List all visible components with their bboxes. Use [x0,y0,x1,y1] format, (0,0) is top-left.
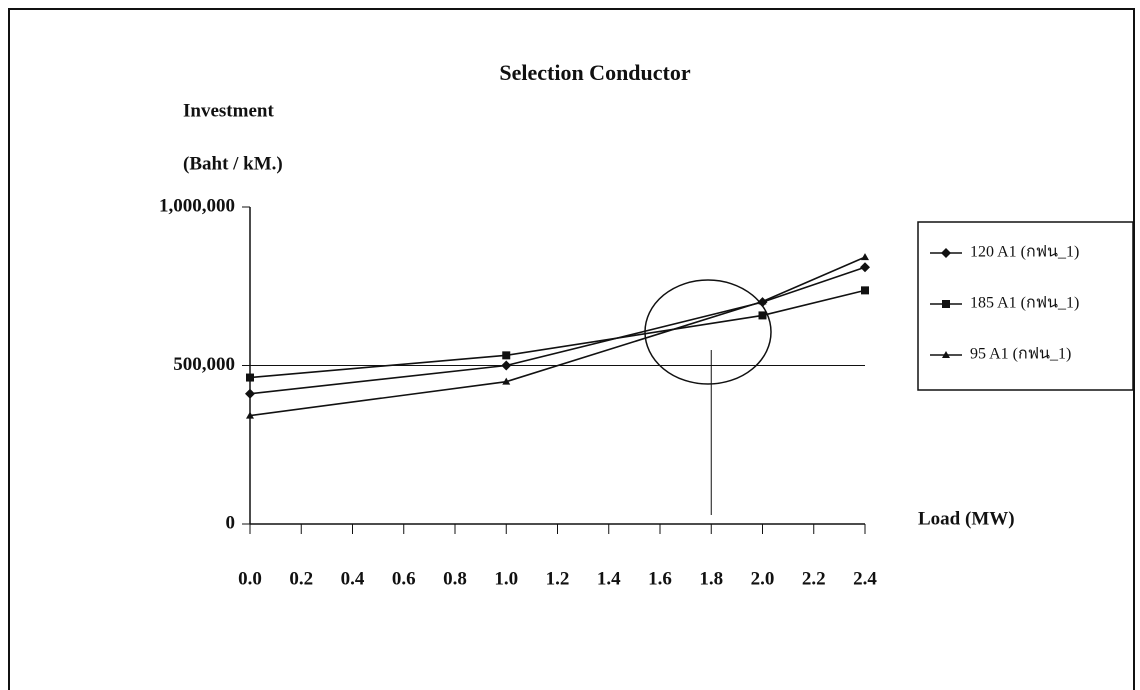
y-axis-label: Investment [183,100,274,121]
y-axis-label: (Baht / kM.) [183,153,283,174]
marker [861,253,869,260]
y-tick-label: 500,000 [173,354,235,375]
x-tick-label: 0.2 [289,568,313,589]
marker [759,311,767,319]
x-tick-label: 1.2 [546,568,570,589]
legend-label: 120 A1 (กฟน_1) [970,244,1079,261]
marker [501,361,511,371]
x-axis-label: Load (MW) [918,508,1015,529]
marker [860,262,870,272]
y-tick-label: 0 [226,512,236,533]
y-tick-label: 1,000,000 [159,195,235,216]
x-tick-label: 0.4 [341,568,365,589]
marker [245,389,255,399]
marker [861,286,869,294]
chart-title: Selection Conductor [499,60,691,85]
x-tick-label: 0.0 [238,568,262,589]
x-tick-label: 1.0 [494,568,518,589]
x-tick-label: 0.6 [392,568,416,589]
x-tick-label: 2.0 [751,568,775,589]
x-tick-label: 2.4 [853,568,877,589]
page: {"chart_data": {"type": "line", "title":… [0,0,1140,690]
x-tick-label: 1.6 [648,568,672,589]
legend-label: 185 A1 (กฟน_1) [970,295,1079,312]
x-tick-label: 1.4 [597,568,621,589]
legend-label: 95 A1 (กฟน_1) [970,346,1071,363]
chart: Selection Conductor Investment (Baht / k… [0,0,1140,690]
series-line [250,290,865,377]
x-tick-label: 1.8 [699,568,723,589]
series-line [250,257,865,416]
x-tick-label: 0.8 [443,568,467,589]
marker [246,374,254,382]
x-tick-label: 2.2 [802,568,826,589]
series-line [250,267,865,393]
marker [942,300,950,308]
marker [502,351,510,359]
